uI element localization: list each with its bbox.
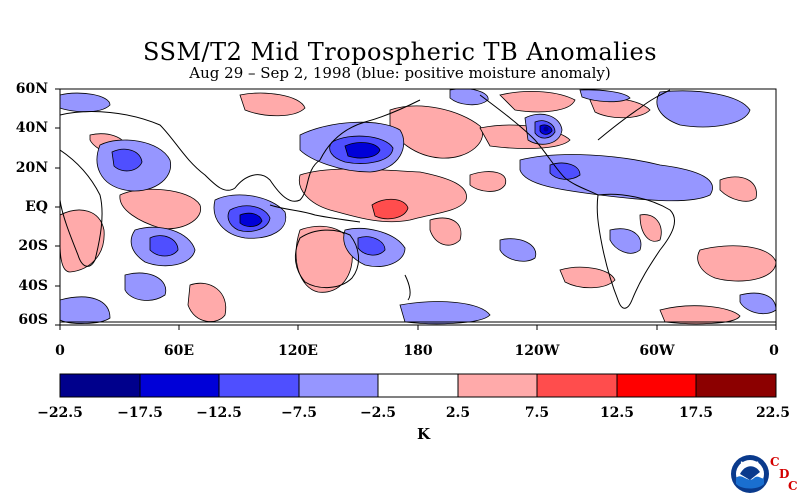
dry-region-south-america (639, 214, 662, 242)
colorbar-swatch (617, 374, 696, 397)
coastline-maritime-continent (269, 204, 361, 223)
coastline-north-america (479, 94, 599, 196)
lat-ticks (55, 88, 60, 326)
logo-letter-d: D (779, 467, 790, 481)
lon-label: 120W (514, 343, 560, 359)
colorbar-tick-label: −7.5 (280, 405, 318, 421)
colorbar (59, 373, 777, 398)
logo-agency-text: NOAA (740, 461, 760, 468)
lat-label: EQ (25, 199, 48, 215)
colorbar-swatch (60, 374, 140, 397)
dry-region-asia (239, 92, 306, 117)
extreme-moist-spot-north-america (543, 126, 549, 132)
colorbar-tick-label: 7.5 (524, 405, 550, 421)
lat-label: 20N (15, 160, 48, 176)
lon-label: 180 (403, 343, 433, 359)
dry-region-north-pacific (389, 105, 483, 159)
colorbar-tick-label: 22.5 (755, 405, 791, 421)
map-subtitle: Aug 29 – Sep 2, 1998 (blue: positive moi… (189, 64, 611, 82)
lon-label: 60E (163, 343, 195, 359)
moist-region-europe (60, 92, 111, 113)
lon-label: 0 (769, 343, 779, 359)
dry-region-africa (119, 188, 201, 230)
strong-moist-region-south-indian-ocean (149, 235, 179, 257)
lon-label: 60W (639, 343, 675, 359)
colorbar-swatch (696, 374, 776, 397)
logo-letter-c1: C (770, 455, 780, 469)
coastline-eurasia (60, 99, 421, 202)
coastlines (60, 89, 776, 323)
noaa-logo-icon[interactable]: NOAA (730, 454, 770, 494)
strong-positive-anomaly-regions (371, 198, 409, 220)
moist-region-southern-ocean-west (60, 296, 111, 324)
colorbar-units: K (417, 425, 431, 443)
very-strong-moist-region-east-asia (344, 142, 381, 159)
colorbar-tick-label: −12.5 (196, 405, 242, 421)
strong-moist-region-southwest-pacific (357, 236, 386, 256)
coastline-new-zealand (404, 274, 411, 301)
lon-ticks (59, 325, 777, 330)
dry-region-west-pacific (298, 168, 467, 223)
positive-anomaly-regions (60, 91, 776, 325)
lat-label: 20S (18, 238, 48, 254)
dry-region-south-atlantic (697, 245, 776, 282)
colorbar-tick-label: −2.5 (359, 405, 397, 421)
colorbar-frame (59, 373, 777, 398)
moist-region-south-pacific-east (499, 238, 537, 262)
coastline-africa (60, 149, 103, 267)
moist-region-southern-ocean-east (739, 292, 776, 315)
colorbar-tick-label: 12.5 (599, 405, 635, 421)
very-strong-negative-anomaly-regions (239, 124, 553, 227)
strong-dry-region-west-pacific (371, 198, 409, 220)
dry-region-pacific-south-east (559, 266, 616, 289)
moist-region-south-america (609, 228, 642, 254)
lat-label: 40N (15, 120, 48, 136)
coastline-north-america-east (597, 89, 671, 141)
logo-letter-c2: C (788, 479, 798, 493)
dry-region-north-atlantic (499, 91, 576, 113)
extreme-negative-anomaly-regions (543, 126, 549, 132)
dry-region-east-pacific (469, 171, 507, 192)
dry-region-southern-ocean-east (659, 305, 741, 325)
dry-region-south-pacific (429, 217, 462, 246)
colorbar-swatch (140, 374, 219, 397)
moist-region-north-atlantic (656, 90, 751, 128)
colorbar-swatch (378, 374, 458, 397)
moist-region-southern-ocean-mid (399, 301, 491, 325)
dry-region-australia (295, 225, 353, 293)
colorbar-swatch (458, 374, 537, 397)
strong-moist-region-south-asia (111, 148, 143, 172)
dry-region-southern-ocean (187, 282, 227, 322)
anomaly-field (60, 89, 776, 325)
moist-region-southern-ocean (124, 272, 167, 301)
lat-label: 60S (18, 312, 48, 328)
colorbar-tick-label: 17.5 (678, 405, 714, 421)
colorbar-tick-label: 2.5 (445, 405, 471, 421)
colorbar-tick-label: −22.5 (37, 405, 83, 421)
colorbar-swatch (219, 374, 299, 397)
strong-moist-region-central-america (549, 162, 581, 180)
lat-label: 40S (18, 278, 48, 294)
dry-region-atlantic-east (719, 176, 757, 202)
very-strong-moist-region-bay-of-bengal (239, 212, 263, 227)
lon-label: 0 (55, 343, 65, 359)
coastline-australia (294, 229, 359, 288)
colorbar-swatch (299, 374, 378, 397)
coastline-south-america (596, 193, 675, 309)
map-title: SSM/T2 Mid Tropospheric TB Anomalies (142, 38, 658, 66)
moist-region-arctic (579, 89, 631, 103)
dry-region-indian-ocean (60, 209, 105, 273)
colorbar-dividers (139, 374, 697, 397)
moist-region-central-america (519, 154, 713, 202)
lat-label: 60N (15, 81, 48, 97)
lon-label: 120E (278, 343, 318, 359)
colorbar-tick-label: −17.5 (117, 405, 163, 421)
colorbar-swatch (537, 374, 617, 397)
